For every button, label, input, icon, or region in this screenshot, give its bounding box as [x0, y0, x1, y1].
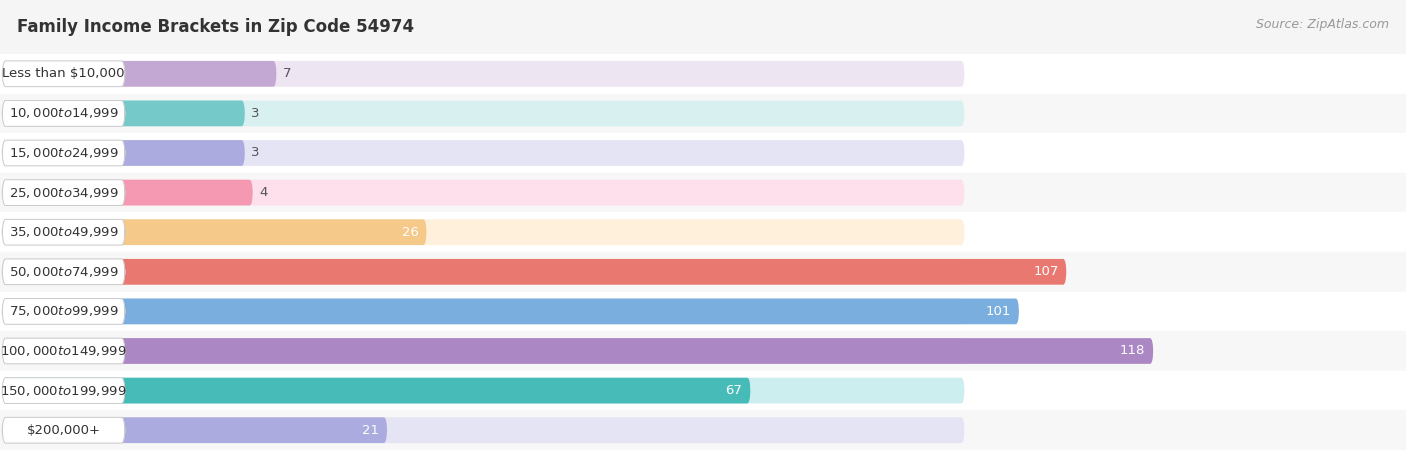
Text: $100,000 to $149,999: $100,000 to $149,999	[0, 344, 127, 358]
Text: Family Income Brackets in Zip Code 54974: Family Income Brackets in Zip Code 54974	[17, 18, 413, 36]
Text: 7: 7	[283, 68, 291, 80]
Text: 3: 3	[252, 107, 260, 120]
Text: 21: 21	[363, 424, 380, 436]
Text: $35,000 to $49,999: $35,000 to $49,999	[8, 225, 118, 239]
FancyBboxPatch shape	[3, 61, 125, 87]
Bar	[0, 173, 1406, 212]
Text: Source: ZipAtlas.com: Source: ZipAtlas.com	[1256, 18, 1389, 31]
Text: 101: 101	[986, 305, 1011, 318]
Text: 3: 3	[252, 147, 260, 159]
Text: $200,000+: $200,000+	[27, 424, 101, 436]
FancyBboxPatch shape	[3, 140, 245, 166]
Text: $15,000 to $24,999: $15,000 to $24,999	[8, 146, 118, 160]
Text: $10,000 to $14,999: $10,000 to $14,999	[8, 106, 118, 121]
FancyBboxPatch shape	[3, 338, 965, 364]
FancyBboxPatch shape	[3, 378, 751, 404]
FancyBboxPatch shape	[3, 61, 277, 87]
Bar	[0, 133, 1406, 173]
FancyBboxPatch shape	[3, 298, 125, 324]
FancyBboxPatch shape	[3, 100, 125, 126]
FancyBboxPatch shape	[3, 100, 965, 126]
FancyBboxPatch shape	[3, 417, 965, 443]
Text: 67: 67	[725, 384, 742, 397]
FancyBboxPatch shape	[3, 298, 965, 324]
FancyBboxPatch shape	[3, 61, 965, 87]
Bar	[0, 410, 1406, 450]
FancyBboxPatch shape	[3, 259, 1066, 285]
FancyBboxPatch shape	[3, 140, 965, 166]
FancyBboxPatch shape	[3, 180, 125, 206]
Text: 118: 118	[1121, 345, 1146, 357]
Bar	[0, 212, 1406, 252]
Bar	[0, 371, 1406, 410]
Text: 26: 26	[402, 226, 419, 239]
FancyBboxPatch shape	[3, 180, 253, 206]
Text: Less than $10,000: Less than $10,000	[3, 68, 125, 80]
Bar	[0, 331, 1406, 371]
Text: $75,000 to $99,999: $75,000 to $99,999	[8, 304, 118, 319]
FancyBboxPatch shape	[3, 219, 426, 245]
FancyBboxPatch shape	[3, 338, 125, 364]
FancyBboxPatch shape	[3, 378, 965, 404]
Text: 107: 107	[1033, 266, 1059, 278]
FancyBboxPatch shape	[3, 180, 965, 206]
FancyBboxPatch shape	[3, 417, 125, 443]
FancyBboxPatch shape	[3, 219, 965, 245]
FancyBboxPatch shape	[3, 378, 125, 404]
Text: $150,000 to $199,999: $150,000 to $199,999	[0, 383, 127, 398]
Bar	[0, 252, 1406, 292]
FancyBboxPatch shape	[3, 338, 1153, 364]
FancyBboxPatch shape	[3, 259, 125, 285]
FancyBboxPatch shape	[3, 140, 125, 166]
Bar	[0, 54, 1406, 94]
Bar	[0, 94, 1406, 133]
Bar	[0, 292, 1406, 331]
FancyBboxPatch shape	[3, 298, 1019, 324]
Text: $50,000 to $74,999: $50,000 to $74,999	[8, 265, 118, 279]
FancyBboxPatch shape	[3, 417, 387, 443]
FancyBboxPatch shape	[3, 219, 125, 245]
FancyBboxPatch shape	[3, 100, 245, 126]
FancyBboxPatch shape	[3, 259, 965, 285]
Text: 4: 4	[259, 186, 267, 199]
Text: $25,000 to $34,999: $25,000 to $34,999	[8, 185, 118, 200]
